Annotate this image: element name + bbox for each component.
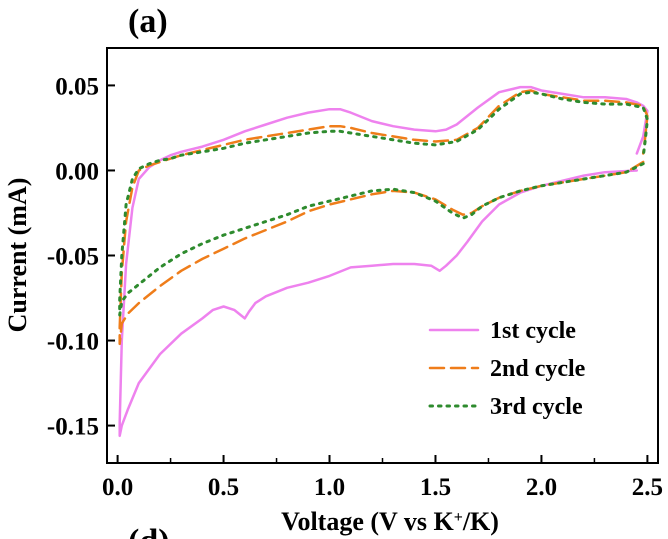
series-line-2 [118, 89, 649, 346]
x-tick-label: 0.5 [208, 474, 239, 501]
panel-label: (a) [128, 3, 168, 40]
x-tick-label: 2.5 [632, 474, 663, 501]
y-tick-label: -0.10 [47, 329, 99, 356]
series-layer [118, 85, 649, 438]
y-tick-label: -0.05 [47, 244, 99, 271]
legend: 1st cycle 2nd cycle 3rd cycle [428, 318, 586, 420]
y-tick-label: 0.05 [55, 73, 99, 100]
x-tick-label: 1.0 [314, 474, 345, 501]
series-line-1 [118, 85, 649, 438]
y-tick-label: -0.15 [47, 414, 99, 441]
y-axis: 0.05 0.00 -0.05 -0.10 -0.15 [47, 73, 115, 441]
y-axis-label: Current (mA) [3, 178, 32, 333]
x-axis-label-main: Voltage (V vs K [281, 507, 454, 536]
series-line-3 [118, 90, 649, 317]
y-tick-label: 0.00 [55, 158, 99, 185]
legend-label: 1st cycle [490, 318, 576, 344]
x-tick-label: 2.0 [526, 474, 557, 501]
x-axis-label-tail: /K) [462, 507, 499, 536]
legend-label: 2nd cycle [490, 356, 586, 382]
x-tick-label: 0.0 [102, 474, 133, 501]
x-axis-label-sup: + [454, 509, 463, 526]
x-tick-label: 1.5 [420, 474, 451, 501]
legend-label: 3rd cycle [490, 394, 583, 420]
x-axis-label: Voltage (V vs K+/K) [281, 507, 499, 536]
x-axis: 0.0 0.5 1.0 1.5 2.0 2.5 [102, 455, 663, 501]
next-panel-label: (d) [128, 523, 170, 539]
